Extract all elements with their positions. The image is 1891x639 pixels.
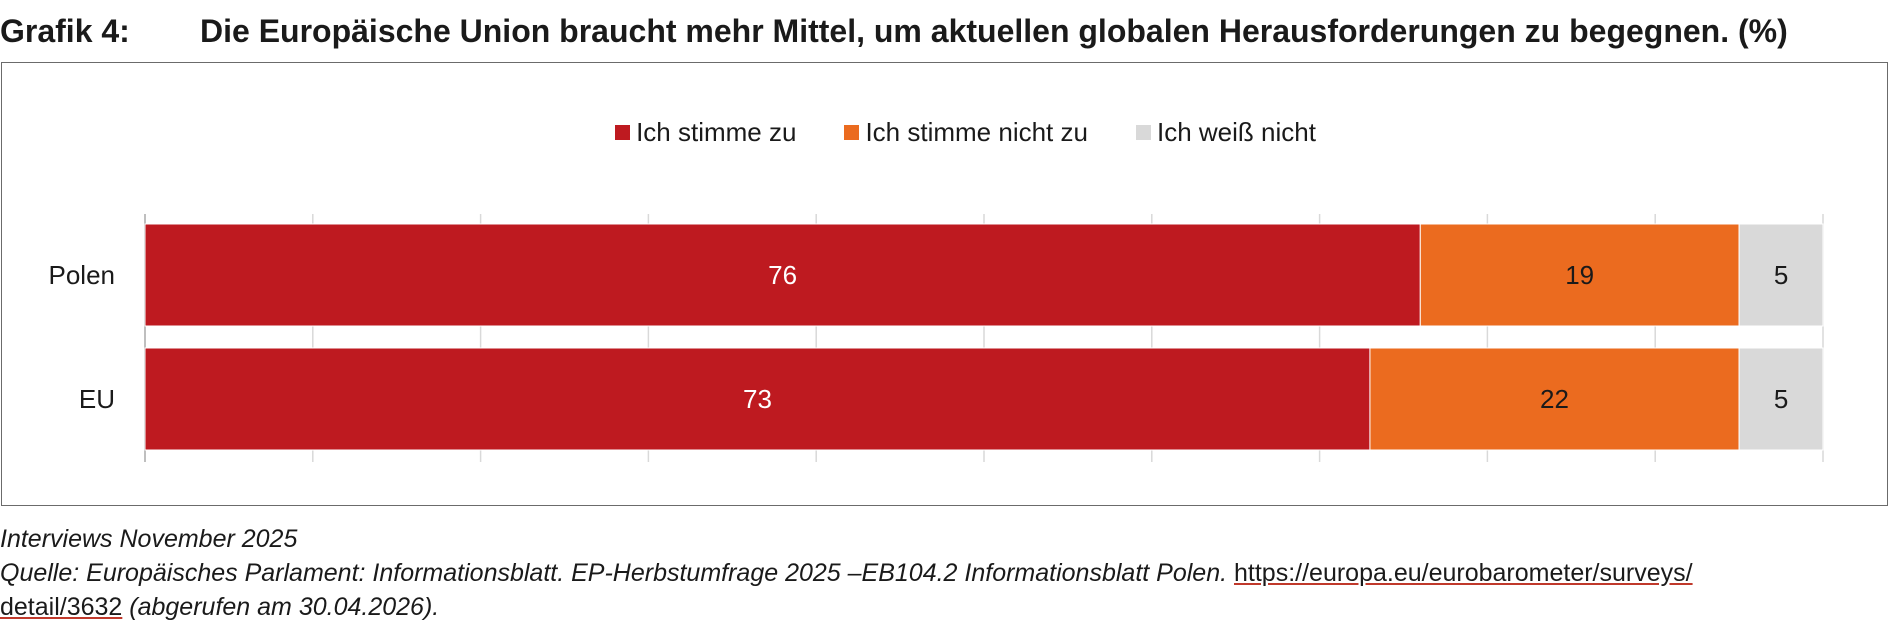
category-label: Polen	[49, 260, 116, 290]
legend: Ich stimme zu Ich stimme nicht zu Ich we…	[0, 112, 1891, 152]
data-label: 76	[768, 260, 797, 290]
source-link[interactable]: https://europa.eu/eurobarometer/surveys/	[1234, 559, 1693, 587]
legend-item-dontknow: Ich weiß nicht	[1135, 116, 1316, 148]
chart-title-row: Grafik 4: Die Europäische Union braucht …	[0, 6, 1891, 56]
chart-title: Die Europäische Union braucht mehr Mitte…	[200, 13, 1788, 49]
bar-segment	[1369, 347, 1740, 451]
legend-item-disagree: Ich stimme nicht zu	[844, 117, 1088, 148]
data-label: 5	[1774, 260, 1788, 290]
data-label: 19	[1565, 260, 1594, 290]
data-label: 22	[1540, 384, 1569, 414]
bar-segment	[144, 347, 1371, 451]
legend-item-agree: Ich stimme zu	[615, 117, 796, 148]
data-label: 73	[743, 384, 772, 414]
source-prefix: Quelle: Europäisches Parlament: Informat…	[0, 559, 1234, 587]
footer-interviews: Interviews November 2025	[0, 525, 298, 553]
category-label: EU	[79, 384, 115, 414]
footer-source: Quelle: Europäisches Parlament: Informat…	[0, 556, 1891, 590]
bar-segment	[1738, 347, 1824, 451]
stacked-bar-chart: Polen 76 19 5 EU 73 22 5	[49, 214, 1824, 462]
footer-source-cont: detail/3632 (abgerufen am 30.04.2026).	[0, 590, 1891, 624]
legend-swatch-dontknow	[1135, 124, 1151, 140]
bar-segment	[1419, 223, 1740, 327]
source-link-cont[interactable]: detail/3632	[0, 593, 123, 621]
figure-number: Grafik 4:	[0, 13, 130, 49]
bar-segment	[144, 223, 1421, 327]
legend-swatch-disagree	[844, 124, 860, 140]
data-label: 5	[1774, 384, 1788, 414]
chart-frame	[1, 62, 1888, 506]
legend-label-dontknow: Ich weiß nicht	[1156, 116, 1316, 147]
legend-label-agree: Ich stimme zu	[636, 116, 797, 147]
source-suffix: (abgerufen am 30.04.2026).	[122, 593, 440, 621]
footer: Interviews November 2025 Quelle: Europäi…	[0, 522, 1891, 624]
bar-segment	[1738, 223, 1824, 327]
legend-swatch-agree	[615, 124, 631, 140]
legend-label-disagree: Ich stimme nicht zu	[865, 116, 1088, 147]
